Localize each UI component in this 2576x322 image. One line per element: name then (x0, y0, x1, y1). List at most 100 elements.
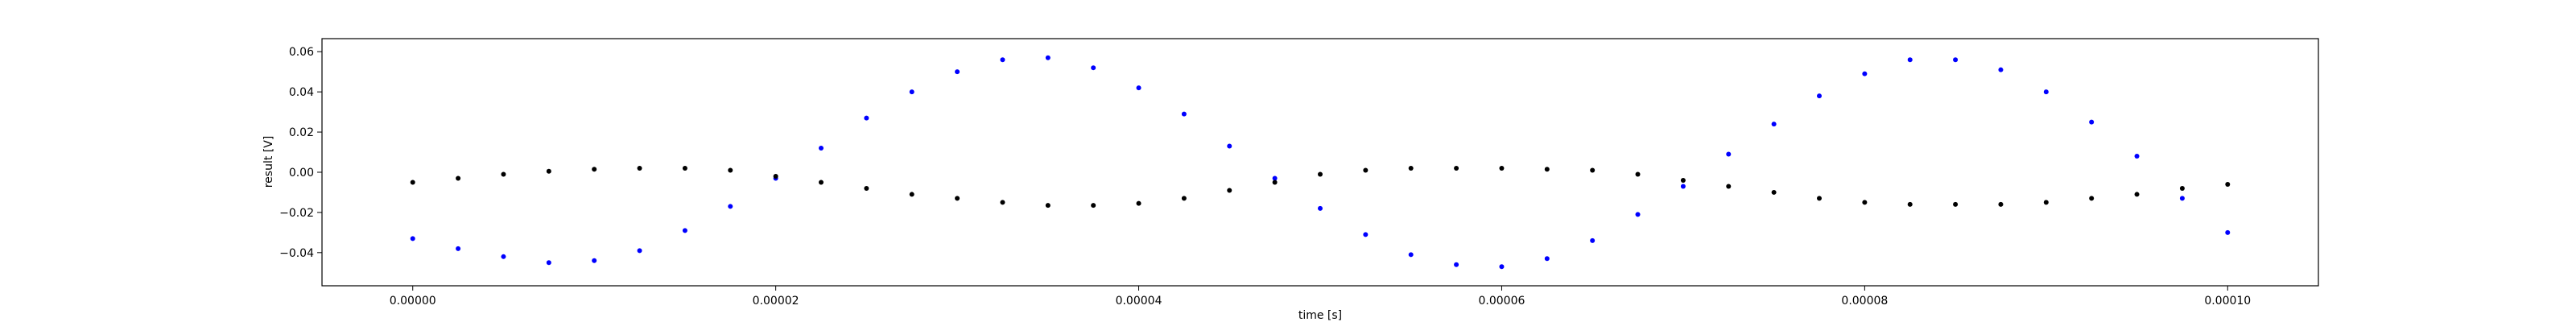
series-2-point (909, 192, 914, 197)
series-1-point (1091, 65, 1096, 71)
series-1-point (2225, 229, 2231, 235)
series-1-point (819, 146, 824, 151)
series-2-point (2179, 185, 2185, 191)
series-2-point (2225, 181, 2231, 187)
series-2-point (1499, 165, 1505, 171)
x-tick-label: 0.00006 (1479, 295, 1525, 308)
series-1-point (1227, 143, 1232, 149)
x-axis: 0.00000 0.00002 0.00004 0.00006 0.00008 0.000… (390, 286, 2251, 308)
series-1-point (501, 254, 506, 259)
series-2-point (1272, 180, 1278, 185)
series-2-point (1363, 167, 1368, 173)
series-2-point (728, 167, 733, 173)
series-2-point (955, 196, 960, 201)
series-1-point (1726, 151, 1732, 157)
series-2-point (1998, 201, 2004, 207)
series-1-point (1953, 57, 1959, 63)
series-2-point (1227, 188, 1232, 193)
series-2-point (1544, 167, 1550, 172)
y-tick-label: 0.02 (289, 126, 314, 139)
series-1-point (637, 248, 642, 254)
series-1-point (728, 204, 733, 209)
series-2-point (1318, 171, 1323, 177)
plot-layer (410, 55, 2231, 270)
y-tick-label: 0.04 (289, 86, 314, 99)
series-1-point (546, 260, 551, 266)
series-1-point (1045, 55, 1051, 60)
series-2-point (1817, 196, 1822, 201)
series-2-point (1091, 203, 1096, 208)
series-1-point (2179, 196, 2185, 201)
y-axis: −0.04 −0.02 0.00 0.02 0.04 0.06 (279, 46, 322, 260)
series-2-point (1862, 200, 1868, 205)
series-2-point (1181, 196, 1187, 201)
series-1-point (1544, 256, 1550, 262)
x-tick-label: 0.00000 (390, 295, 436, 308)
series-1-point (682, 228, 687, 233)
series-1-point (1771, 122, 1777, 127)
series-2-point (1635, 171, 1641, 177)
series-1-point (1363, 232, 1368, 237)
series-2-point (1136, 200, 1141, 206)
series-1-point (1680, 184, 1686, 189)
series-1-point (1181, 111, 1187, 117)
series-1-point (955, 69, 960, 75)
series-1-point (2089, 119, 2095, 125)
series-2-point (410, 180, 415, 185)
series-2-point (1408, 165, 1414, 171)
series-1-point (1998, 67, 2004, 72)
x-tick-label: 0.00004 (1116, 295, 1162, 308)
series-1-point (909, 89, 914, 95)
series-2-point (1590, 167, 1596, 173)
series-2-point (773, 173, 778, 179)
series-2-point (1726, 184, 1732, 189)
series-2-point (1454, 165, 1459, 171)
series-2-point (2043, 200, 2049, 205)
series-2-point (819, 180, 824, 185)
series-1-point (456, 246, 461, 251)
y-tick-label: −0.02 (279, 207, 314, 220)
series-2-point (1953, 201, 1959, 207)
series-2-point (1000, 200, 1005, 205)
y-tick-label: −0.04 (279, 247, 314, 260)
series-1-point (864, 115, 869, 121)
series-1-point (592, 258, 597, 263)
series-1-point (2134, 154, 2140, 159)
x-tick-label: 0.00010 (2204, 295, 2251, 308)
series-1-point (1136, 85, 1141, 91)
series-2-point (456, 175, 461, 181)
series-2-point (501, 171, 506, 177)
series-1-point (1817, 93, 1822, 99)
series-1-point (1454, 262, 1459, 267)
x-tick-label: 0.00002 (753, 295, 799, 308)
series-2-point (1680, 177, 1686, 183)
series-1-point (410, 236, 415, 242)
series-1-point (1862, 71, 1868, 76)
series-1-point (1907, 57, 1913, 63)
series-1-point (2043, 89, 2049, 95)
y-tick-label: 0.06 (289, 46, 314, 59)
series-1-point (1000, 57, 1005, 63)
plot-frame (321, 38, 2319, 287)
series-2-point (2089, 196, 2095, 201)
x-axis-label: time [s] (1298, 309, 1342, 322)
series-2-point (1907, 201, 1913, 207)
series-2-point (682, 165, 687, 171)
series-2-point (637, 165, 642, 171)
series-1-point (1272, 175, 1278, 181)
series-1-point (1590, 237, 1596, 243)
series-2-point (1045, 203, 1051, 208)
x-tick-label: 0.00008 (1841, 295, 1888, 308)
series-2-point (546, 168, 551, 174)
y-axis-label: result [V] (262, 136, 275, 188)
series-2-point (864, 185, 869, 191)
series-1-point (1499, 264, 1505, 270)
series-2-point (2134, 192, 2140, 197)
series-2-point (592, 167, 597, 172)
series-2-point (1771, 189, 1777, 195)
y-tick-label: 0.00 (289, 167, 314, 180)
series-1-point (1635, 212, 1641, 217)
series-1-point (1408, 252, 1414, 258)
